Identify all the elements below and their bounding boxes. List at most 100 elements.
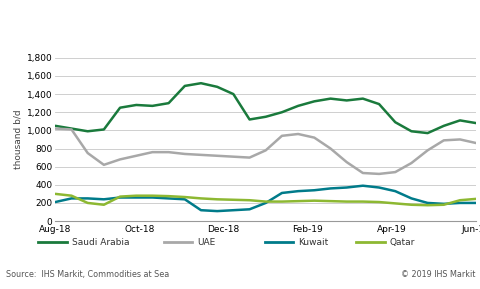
UAE [327, 147, 333, 150]
Qatar [295, 199, 300, 203]
Kuwait [359, 184, 365, 188]
Qatar [375, 200, 381, 204]
Qatar [198, 197, 204, 200]
Kuwait [408, 197, 413, 200]
Kuwait [472, 201, 478, 205]
Saudi Arabia [472, 121, 478, 125]
Line: Saudi Arabia: Saudi Arabia [55, 83, 475, 133]
Saudi Arabia [181, 84, 187, 88]
UAE [295, 132, 300, 136]
Kuwait [375, 186, 381, 189]
Kuwait [311, 188, 316, 192]
Saudi Arabia [52, 124, 58, 127]
Saudi Arabia [262, 115, 268, 118]
Saudi Arabia [359, 97, 365, 100]
Text: UAE: UAE [197, 238, 215, 247]
Saudi Arabia [101, 128, 107, 131]
Saudi Arabia [198, 81, 204, 85]
Saudi Arabia [166, 101, 171, 105]
UAE [278, 134, 284, 138]
UAE [149, 150, 155, 154]
Kuwait [133, 196, 139, 199]
Text: Kuwait: Kuwait [298, 238, 328, 247]
Text: © 2019 IHS Markit: © 2019 IHS Markit [400, 270, 474, 279]
Kuwait [166, 197, 171, 200]
Qatar [359, 200, 365, 203]
Saudi Arabia [311, 100, 316, 103]
Qatar [408, 203, 413, 207]
Line: UAE: UAE [55, 129, 475, 174]
Qatar [246, 199, 252, 202]
Kuwait [101, 198, 107, 201]
UAE [359, 171, 365, 175]
UAE [262, 149, 268, 152]
UAE [101, 163, 107, 166]
Saudi Arabia [440, 124, 446, 127]
Saudi Arabia [246, 118, 252, 121]
Saudi Arabia [84, 129, 90, 133]
Qatar [69, 194, 74, 197]
Saudi Arabia [69, 127, 74, 130]
Text: Japanese Crude Oil Imports by 4 MEG Exporters: Japanese Crude Oil Imports by 4 MEG Expo… [6, 18, 361, 31]
Kuwait [440, 202, 446, 205]
Saudi Arabia [117, 106, 123, 110]
Qatar [133, 194, 139, 197]
Qatar [117, 195, 123, 198]
Text: Qatar: Qatar [389, 238, 414, 247]
Qatar [424, 203, 430, 207]
UAE [392, 171, 397, 174]
Kuwait [327, 187, 333, 190]
UAE [133, 154, 139, 158]
Y-axis label: thousand b/d: thousand b/d [13, 110, 23, 169]
Kuwait [69, 197, 74, 200]
Qatar [392, 202, 397, 205]
Kuwait [343, 186, 349, 189]
UAE [375, 172, 381, 176]
UAE [311, 136, 316, 139]
Qatar [472, 197, 478, 201]
Saudi Arabia [456, 119, 462, 122]
Saudi Arabia [343, 99, 349, 102]
UAE [117, 158, 123, 161]
UAE [214, 154, 220, 158]
UAE [198, 153, 204, 157]
Saudi Arabia [133, 103, 139, 107]
Kuwait [230, 208, 236, 212]
Qatar [101, 203, 107, 207]
Saudi Arabia [424, 131, 430, 135]
Qatar [214, 198, 220, 201]
Kuwait [52, 200, 58, 204]
Qatar [278, 200, 284, 203]
Saudi Arabia [230, 92, 236, 96]
Saudi Arabia [214, 85, 220, 88]
Qatar [456, 199, 462, 202]
Kuwait [246, 208, 252, 211]
Saudi Arabia [392, 121, 397, 124]
Qatar [262, 200, 268, 203]
Kuwait [392, 189, 397, 193]
Saudi Arabia [327, 97, 333, 100]
UAE [52, 127, 58, 130]
UAE [230, 155, 236, 158]
Qatar [230, 198, 236, 201]
UAE [343, 160, 349, 164]
UAE [440, 139, 446, 142]
Saudi Arabia [375, 102, 381, 106]
Text: Source:  IHS Markit, Commodities at Sea: Source: IHS Markit, Commodities at Sea [6, 270, 168, 279]
Kuwait [198, 208, 204, 212]
Qatar [311, 199, 316, 202]
Kuwait [181, 198, 187, 201]
Qatar [149, 194, 155, 197]
Kuwait [424, 201, 430, 205]
Qatar [327, 199, 333, 203]
Line: Qatar: Qatar [55, 194, 475, 205]
Kuwait [278, 191, 284, 195]
UAE [84, 151, 90, 155]
Line: Kuwait: Kuwait [55, 186, 475, 211]
Saudi Arabia [149, 104, 155, 108]
UAE [456, 138, 462, 141]
Qatar [52, 192, 58, 196]
Saudi Arabia [295, 104, 300, 108]
UAE [424, 149, 430, 152]
UAE [246, 156, 252, 159]
